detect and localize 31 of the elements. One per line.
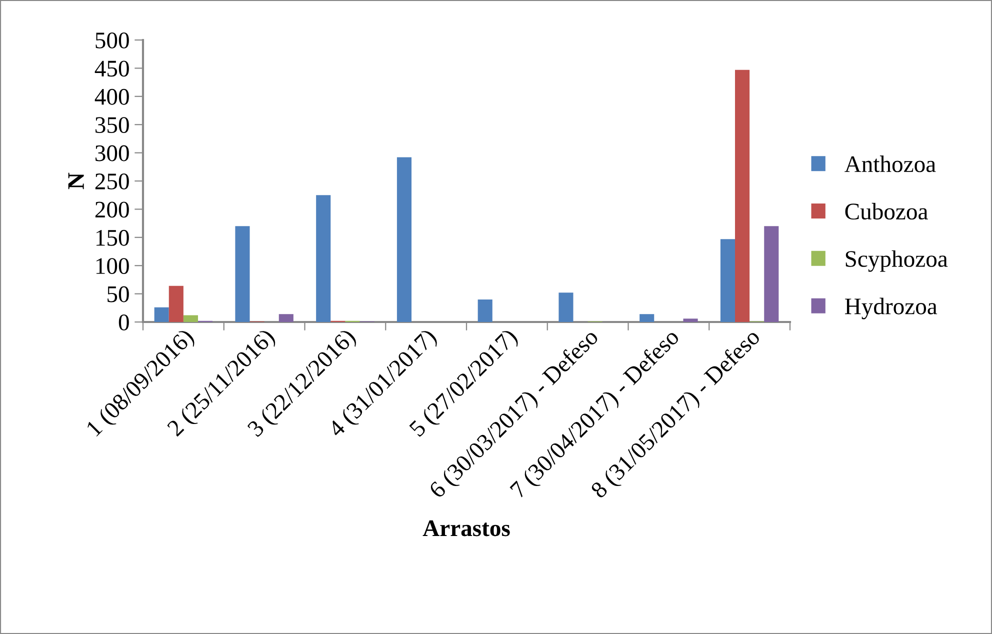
y-tick-label: 250 — [95, 173, 129, 190]
legend-label: Scyphozoa — [846, 250, 948, 272]
bar — [168, 286, 184, 322]
y-tick-label: 400 — [94, 88, 129, 105]
y-tick-label: 50 — [108, 286, 129, 302]
bar — [235, 226, 250, 322]
bar — [735, 70, 750, 322]
y-tick-label: 350 — [96, 117, 129, 134]
y-tick-label: 200 — [95, 202, 129, 218]
y-axis-title: N — [68, 172, 84, 190]
bar — [720, 239, 736, 322]
y-tick-label: 500 — [96, 32, 129, 48]
bar — [278, 314, 294, 322]
legend-label: Hydrozoa — [844, 298, 938, 320]
bar — [396, 157, 412, 322]
y-tick-label: 100 — [96, 258, 129, 274]
x-axis-title: Arrastos — [422, 520, 510, 536]
bar — [316, 195, 331, 322]
bar — [478, 299, 492, 322]
y-tick-label: 150 — [96, 230, 129, 246]
bar — [764, 226, 779, 322]
legend-label: Cubozoa — [845, 202, 928, 220]
bar — [640, 314, 654, 322]
bar — [183, 315, 198, 322]
legend-label: Anthozoa — [844, 156, 936, 172]
y-tick-label: 0 — [118, 314, 129, 330]
y-tick-label: 450 — [94, 60, 129, 77]
bar — [154, 307, 169, 322]
y-tick-label: 300 — [96, 145, 129, 162]
bar — [683, 318, 698, 322]
bar — [558, 292, 574, 322]
